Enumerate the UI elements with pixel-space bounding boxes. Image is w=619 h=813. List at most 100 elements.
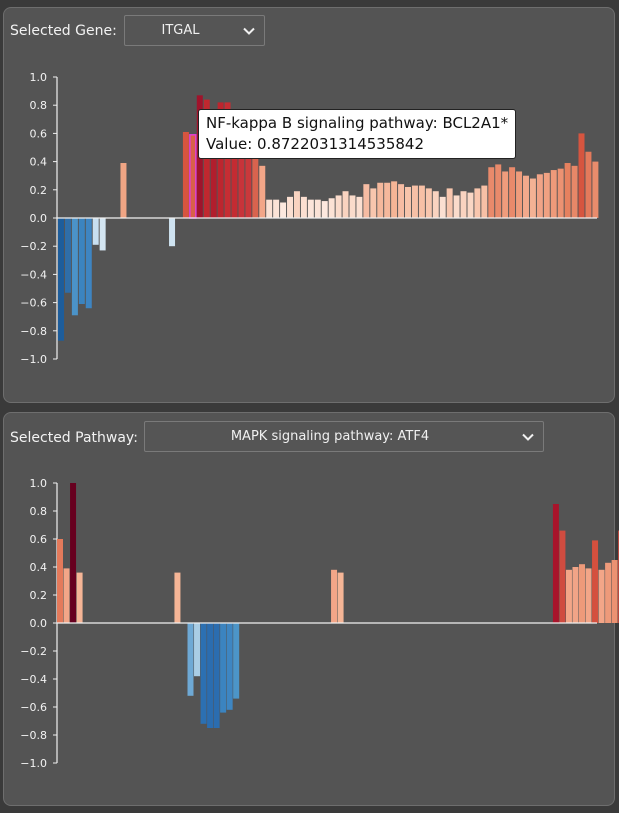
bar[interactable] <box>266 199 273 218</box>
bar[interactable] <box>474 188 481 218</box>
bar[interactable] <box>220 623 227 713</box>
bar[interactable] <box>71 218 78 316</box>
bar[interactable] <box>370 188 377 218</box>
bar[interactable] <box>377 182 384 218</box>
bar[interactable] <box>207 623 214 728</box>
bar[interactable] <box>536 174 543 218</box>
bar[interactable] <box>571 165 578 218</box>
bar[interactable] <box>99 218 106 251</box>
bar[interactable] <box>231 113 238 218</box>
bar[interactable] <box>550 170 557 218</box>
bar[interactable] <box>605 562 612 623</box>
bar[interactable] <box>495 164 502 218</box>
bar[interactable] <box>259 165 266 218</box>
bar[interactable] <box>509 167 516 218</box>
bar[interactable] <box>314 199 321 218</box>
bar[interactable] <box>200 623 207 724</box>
bar[interactable] <box>467 192 474 218</box>
bar[interactable] <box>572 567 579 623</box>
bar[interactable] <box>217 102 224 218</box>
bar[interactable] <box>488 167 495 218</box>
bar[interactable] <box>280 202 287 218</box>
bar[interactable] <box>85 218 92 309</box>
bar[interactable] <box>529 178 536 218</box>
bar[interactable] <box>391 181 398 218</box>
bar[interactable] <box>342 191 349 218</box>
bar[interactable] <box>557 168 564 218</box>
bar[interactable] <box>598 569 605 623</box>
bar[interactable] <box>238 110 245 218</box>
bar[interactable] <box>174 572 181 623</box>
bar[interactable] <box>411 185 418 218</box>
bar[interactable] <box>293 191 300 218</box>
bar[interactable] <box>405 186 411 218</box>
pathway-select[interactable]: MAPK signaling pathway: ATF4 <box>144 421 544 452</box>
bar[interactable] <box>349 195 356 218</box>
bar[interactable] <box>252 151 259 218</box>
bar[interactable] <box>57 539 63 623</box>
bar[interactable] <box>585 568 592 623</box>
bar[interactable] <box>564 163 571 218</box>
bar[interactable] <box>565 569 572 623</box>
bar[interactable] <box>611 560 618 623</box>
bar[interactable] <box>559 530 566 623</box>
bar[interactable] <box>522 175 529 218</box>
bar[interactable] <box>585 151 592 218</box>
bar[interactable] <box>579 564 585 623</box>
bar[interactable] <box>516 171 523 218</box>
bar[interactable] <box>418 185 425 218</box>
bar[interactable] <box>224 102 231 218</box>
gene-select[interactable]: ITGAL <box>124 15 265 46</box>
bar[interactable] <box>64 218 71 293</box>
bar[interactable] <box>169 218 176 247</box>
bar[interactable] <box>187 623 194 696</box>
bar[interactable] <box>78 218 85 305</box>
bar[interactable] <box>182 131 189 218</box>
y-tick-label: 1.0 <box>30 71 48 84</box>
y-tick-label: −0.2 <box>20 645 47 658</box>
bar[interactable] <box>120 163 127 218</box>
y-tick-label: 0.0 <box>30 212 48 225</box>
bar[interactable] <box>307 199 314 218</box>
bar[interactable] <box>328 198 335 218</box>
bar[interactable] <box>356 196 363 218</box>
bar[interactable] <box>58 218 64 341</box>
bar[interactable] <box>398 184 405 218</box>
bar[interactable] <box>432 191 439 218</box>
bar[interactable] <box>194 623 201 677</box>
bar[interactable] <box>335 195 342 218</box>
bar[interactable] <box>363 184 370 218</box>
y-tick-label: −0.8 <box>20 325 47 338</box>
bar[interactable] <box>226 623 233 710</box>
bar[interactable] <box>337 572 344 623</box>
bar[interactable] <box>439 196 446 218</box>
bar[interactable] <box>446 188 453 218</box>
bar[interactable] <box>592 161 599 218</box>
bar[interactable] <box>233 623 240 699</box>
bar[interactable] <box>63 568 70 623</box>
bar[interactable] <box>453 195 460 218</box>
bar[interactable] <box>300 196 307 218</box>
bar[interactable] <box>578 133 585 218</box>
bar[interactable] <box>70 483 77 623</box>
bar[interactable] <box>592 540 599 623</box>
bar[interactable] <box>543 172 550 218</box>
bar[interactable] <box>460 191 467 218</box>
bar[interactable] <box>245 116 252 218</box>
bar[interactable] <box>76 572 83 623</box>
bar[interactable] <box>481 185 488 218</box>
bar[interactable] <box>210 110 217 218</box>
bar[interactable] <box>92 218 99 245</box>
bar[interactable] <box>287 196 294 218</box>
chevron-down-icon <box>243 27 255 35</box>
bar[interactable] <box>384 182 391 218</box>
bar[interactable] <box>321 201 328 218</box>
bar[interactable] <box>331 569 338 623</box>
bar[interactable] <box>502 171 509 218</box>
bar[interactable] <box>213 623 220 728</box>
chart-2: 1.0 0.8 0.6 0.4 0.2 0.0 −0.2 −0.4 −0.6 −0.8 −1.0 <box>20 477 619 770</box>
bar-highlighted[interactable] <box>189 134 197 219</box>
bar[interactable] <box>552 504 559 623</box>
bar[interactable] <box>273 199 280 218</box>
bar[interactable] <box>425 188 432 218</box>
